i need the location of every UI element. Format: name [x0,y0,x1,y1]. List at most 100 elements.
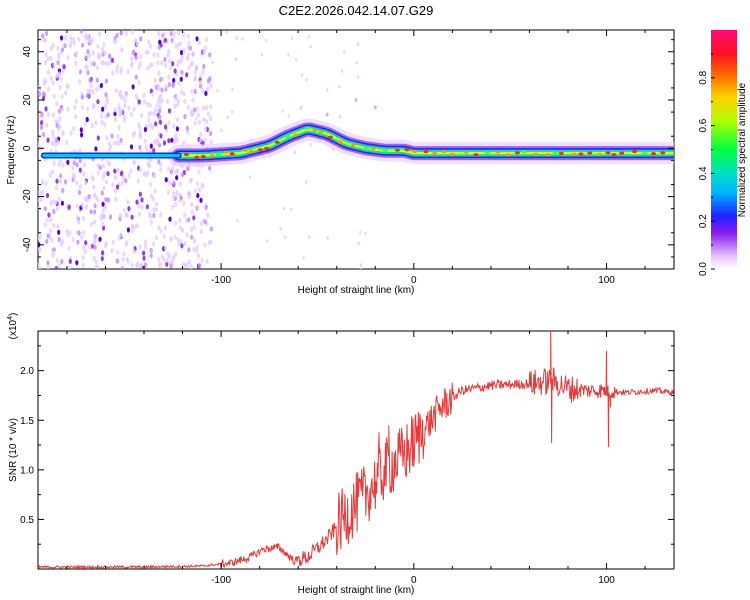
noise-speck [122,207,126,213]
noise-speck [139,36,143,42]
ridge-hotspot [257,148,263,152]
noise-speck [134,74,138,80]
noise-speck [43,222,47,228]
noise-speck [72,126,76,132]
noise-speck [190,89,194,95]
noise-speck [99,113,103,119]
noise-speck [168,216,172,222]
snr-axes: -100 0 100 0.5 1.0 1.5 2.0 [20,331,674,586]
noise-speck [195,117,198,121]
noise-speck [231,87,234,92]
noise-speck [108,146,112,152]
noise-speck [160,87,164,93]
noise-speck [126,69,130,75]
noise-speck [138,191,142,197]
noise-speck [91,50,95,56]
noise-speck [173,201,178,207]
noise-speck [180,172,184,178]
noise-speck [241,37,244,41]
noise-speck [93,233,97,239]
noise-speck [153,77,157,83]
noise-speck [199,220,204,227]
noise-speck [192,224,196,230]
noise-speck [110,133,114,139]
noise-speck [46,265,50,269]
noise-speck [197,119,202,125]
noise-speck [156,60,160,66]
noise-speck [159,167,163,173]
noise-speck [354,98,358,103]
noise-speck [153,111,157,117]
ridge-hotspot [558,151,564,155]
noise-speck [44,106,48,112]
noise-speck [114,88,118,94]
noise-speck [89,209,93,215]
noise-speck [65,139,69,146]
noise-speck [159,228,163,234]
noise-speck [175,126,179,132]
noise-speck [85,197,89,203]
noise-speck [129,144,134,150]
ridge-hotspot [632,149,638,154]
noise-speck [359,266,362,269]
noise-speck [178,181,182,187]
noise-speck [124,92,128,98]
noise-speck [198,187,202,193]
noise-speck [140,197,144,203]
noise-speck [116,133,120,139]
noise-speck [56,45,60,51]
noise-speck [94,259,98,265]
noise-speck [85,93,90,99]
noise-speck [101,106,105,112]
noise-speck [216,88,219,93]
noise-speck [102,225,106,231]
noise-speck [193,88,197,95]
noise-speck [38,246,42,252]
ridge-hotspot [587,151,593,155]
noise-speck [46,69,51,75]
noise-speck [158,262,163,268]
ridge-hotspot [370,147,376,151]
noise-speck [138,244,142,250]
noise-speck [134,54,138,61]
noise-speck [168,180,172,186]
noise-speck [38,234,40,240]
noise-speck [157,257,161,263]
noise-speck [58,159,63,165]
noise-speck [92,240,96,246]
noise-speck [201,88,205,94]
noise-speck [174,251,178,257]
noise-speck [79,30,84,34]
noise-speck [71,236,75,243]
noise-speck [75,180,79,186]
noise-speck [113,174,118,181]
noise-speck [77,189,82,195]
noise-speck [69,130,73,136]
noise-speck [113,117,118,123]
noise-speck [75,203,79,209]
ridge-hotspot [597,152,603,156]
noise-speck [50,237,54,243]
noise-speck [46,260,50,266]
ridge-hotspot [223,150,230,154]
noise-speck [90,175,94,181]
noise-speck [208,165,212,171]
noise-speck [131,132,135,138]
noise-speck [159,212,163,218]
colorbar-gradient [711,30,737,269]
noise-speck [66,159,70,165]
ridge-hotspot [382,148,388,152]
noise-speck [102,60,106,66]
noise-speck [105,61,109,67]
noise-speck [90,60,94,66]
noise-speck [159,77,163,83]
noise-speck [340,69,344,73]
noise-speck [140,204,144,210]
noise-speck [115,184,120,190]
ridge-hotspot [274,140,280,144]
ridge-hotspot [312,128,318,133]
noise-speck [76,239,80,245]
snr-ylabel: SNR (10 * v/v) [8,418,19,482]
noise-speck [46,56,50,62]
noise-speck [199,137,203,143]
